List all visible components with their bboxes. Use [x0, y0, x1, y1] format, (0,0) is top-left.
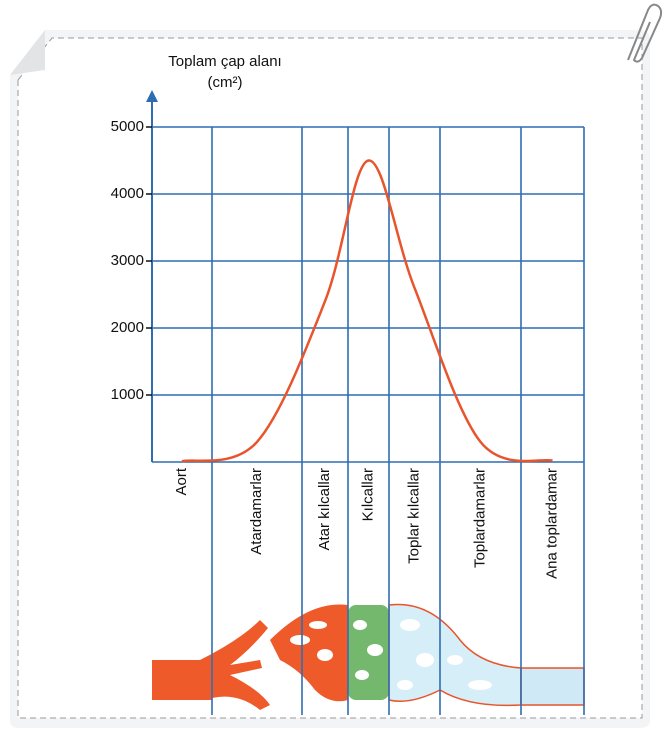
y-axis-title: Toplam çap alanı: [168, 53, 281, 70]
y-tick-label: 2000: [111, 319, 144, 336]
x-tick-label: Kılcallar: [359, 468, 376, 521]
y-tick-label: 1000: [111, 386, 144, 403]
x-tick-label: Toplar kılcallar: [405, 468, 422, 564]
y-axis-unit: (cm²): [208, 74, 243, 91]
y-tick-label: 4000: [111, 185, 144, 202]
x-tick-label: Atardamarlar: [248, 468, 265, 555]
y-tick-label: 3000: [111, 252, 144, 269]
x-tick-label: Aort: [173, 467, 190, 495]
y-tick-label: 5000: [111, 118, 144, 135]
paper-fold: [10, 30, 45, 75]
x-tick-label: Toplardamarlar: [471, 468, 488, 568]
x-tick-label: Ana toplardamar: [543, 468, 560, 579]
x-tick-label: Atar kılcallar: [316, 468, 333, 551]
page: Toplam çap alanı (cm²) 1000 2000 3000 4000 5…: [0, 0, 663, 737]
